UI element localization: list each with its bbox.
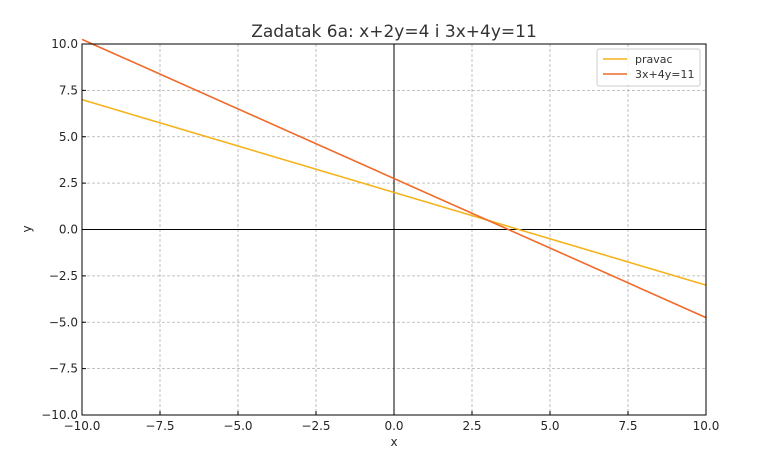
x-tick-label-6: 5.0: [540, 419, 559, 433]
y-ticks: −10.0 −7.5 −5.0 −2.5 0.0 2.5 5.0 7.5 10.0: [41, 37, 86, 422]
y-tick-label-4: 0.0: [59, 223, 78, 237]
legend: pravac 3x+4y=11: [596, 48, 701, 87]
x-tick-label-3: −2.5: [301, 419, 330, 433]
x-tick-label-4: 0.0: [384, 419, 403, 433]
series-line-1: [81, 38, 707, 319]
chart-title: Zadatak 6a: x+2y=4 i 3x+4y=11: [251, 22, 537, 42]
y-tick-label-1: −7.5: [49, 362, 78, 376]
y-tick-label-7: 7.5: [59, 83, 78, 97]
x-tick-label-1: −7.5: [145, 419, 174, 433]
y-tick-label-8: 10.0: [51, 37, 78, 51]
x-tick-label-0: −10.0: [64, 419, 101, 433]
x-tick-label-8: 10.0: [693, 419, 720, 433]
x-tick-label-7: 7.5: [618, 419, 637, 433]
zero-axes: [82, 44, 706, 415]
x-axis-label: x: [390, 435, 397, 449]
y-tick-label-2: −5.0: [49, 315, 78, 329]
x-tick-label-5: 2.5: [462, 419, 481, 433]
legend-label-0: pravac: [635, 53, 673, 66]
y-tick-label-0: −10.0: [41, 408, 78, 422]
y-axis-label: y: [20, 225, 34, 232]
x-ticks: −10.0 −7.5 −5.0 −2.5 0.0 2.5 5.0 7.5 10.0: [64, 411, 720, 433]
series-line-0: [81, 98, 707, 286]
series-layer: [81, 38, 707, 319]
y-tick-label-6: 5.0: [59, 130, 78, 144]
y-tick-label-5: 2.5: [59, 176, 78, 190]
x-tick-label-2: −5.0: [223, 419, 252, 433]
legend-label-1: 3x+4y=11: [635, 68, 694, 81]
y-tick-label-3: −2.5: [49, 269, 78, 283]
